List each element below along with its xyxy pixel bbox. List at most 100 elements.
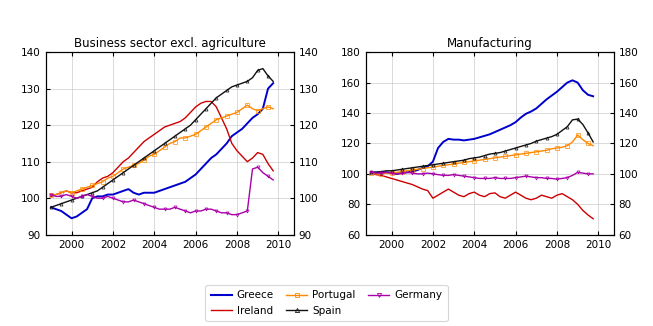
Greece	[527, 110, 535, 113]
Spain	[589, 140, 597, 144]
Greece	[429, 160, 437, 164]
Spain	[413, 165, 421, 169]
Ireland	[502, 196, 509, 200]
Germany	[254, 165, 262, 169]
Ireland	[207, 99, 215, 103]
Germany	[408, 171, 416, 175]
Germany	[99, 196, 106, 200]
Portugal	[47, 193, 55, 197]
Ireland	[419, 187, 426, 191]
Ireland	[543, 195, 550, 199]
Portugal	[104, 176, 112, 180]
Portugal	[445, 163, 453, 167]
Spain	[187, 123, 195, 127]
Germany	[372, 171, 380, 175]
Portugal	[377, 172, 385, 176]
Portugal	[481, 157, 488, 161]
Germany	[502, 176, 509, 180]
Germany	[125, 200, 133, 204]
Ireland	[47, 194, 55, 198]
Spain	[579, 123, 586, 126]
Germany	[207, 207, 215, 211]
Spain	[372, 170, 380, 174]
Germany	[119, 200, 127, 204]
Spain	[377, 170, 385, 173]
Greece	[244, 121, 251, 125]
Ireland	[104, 174, 112, 178]
Greece	[392, 172, 400, 176]
Spain	[569, 118, 577, 122]
Spain	[150, 149, 158, 153]
Portugal	[398, 170, 406, 173]
Portugal	[259, 107, 266, 111]
Portugal	[182, 136, 189, 140]
Greece	[543, 97, 550, 101]
Line: Portugal: Portugal	[370, 134, 595, 175]
Germany	[171, 205, 179, 209]
Spain	[223, 89, 231, 93]
Germany	[439, 173, 447, 177]
Portugal	[155, 149, 163, 153]
Ireland	[166, 123, 174, 127]
Germany	[166, 207, 174, 211]
Germany	[104, 194, 112, 198]
Greece	[109, 193, 117, 197]
Ireland	[517, 193, 524, 197]
Portugal	[454, 161, 462, 165]
Germany	[367, 170, 375, 174]
Greece	[398, 171, 406, 175]
Greece	[197, 167, 204, 171]
Ireland	[135, 145, 142, 149]
Portugal	[512, 153, 520, 157]
Spain	[419, 164, 426, 168]
Greece	[99, 194, 106, 198]
Portugal	[145, 154, 153, 158]
Germany	[264, 174, 272, 178]
Germany	[537, 176, 545, 180]
Ireland	[114, 165, 122, 169]
Line: Spain: Spain	[50, 67, 275, 209]
Spain	[197, 112, 204, 116]
Germany	[192, 209, 200, 213]
Portugal	[78, 187, 86, 191]
Germany	[419, 172, 426, 176]
Portugal	[413, 167, 421, 171]
Ireland	[439, 190, 447, 194]
Spain	[176, 130, 184, 134]
Greece	[68, 216, 76, 220]
Germany	[150, 205, 158, 209]
Ireland	[445, 187, 453, 191]
Portugal	[419, 167, 426, 170]
Portugal	[202, 125, 210, 129]
Portugal	[233, 111, 241, 114]
Ireland	[212, 105, 220, 109]
Portugal	[135, 162, 142, 166]
Portugal	[450, 162, 458, 166]
Greece	[424, 164, 432, 168]
Portugal	[93, 182, 101, 185]
Ireland	[465, 192, 473, 196]
Ireland	[408, 183, 416, 186]
Greece	[419, 166, 426, 170]
Ireland	[429, 196, 437, 200]
Title: Manufacturing: Manufacturing	[447, 37, 533, 50]
Ireland	[109, 171, 117, 175]
Portugal	[569, 140, 577, 144]
Portugal	[383, 171, 390, 175]
Greece	[439, 140, 447, 144]
Germany	[460, 174, 468, 178]
Germany	[512, 176, 520, 180]
Spain	[388, 169, 396, 173]
Germany	[145, 203, 153, 207]
Greece	[553, 90, 561, 94]
Ireland	[130, 151, 138, 155]
Ireland	[217, 116, 225, 120]
Ireland	[522, 196, 530, 200]
Ireland	[52, 193, 60, 197]
Ireland	[202, 99, 210, 103]
Ireland	[119, 160, 127, 164]
Spain	[233, 83, 241, 87]
Spain	[491, 151, 499, 155]
Spain	[119, 171, 127, 175]
Portugal	[460, 160, 468, 164]
